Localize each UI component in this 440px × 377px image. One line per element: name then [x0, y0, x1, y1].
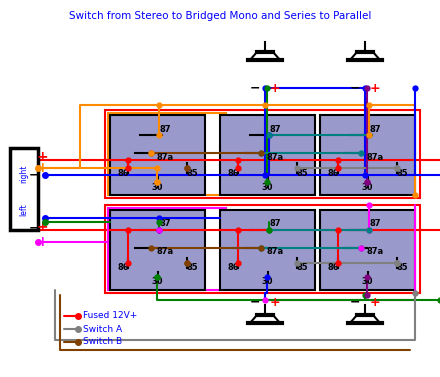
Text: −: − [250, 296, 260, 308]
Text: +: + [270, 296, 280, 308]
Bar [108, 113, 226, 195]
Bar [320, 115, 415, 195]
Text: Switch B: Switch B [83, 337, 122, 346]
Text: +: + [370, 81, 380, 95]
Text: 86: 86 [227, 264, 239, 273]
Bar [110, 210, 205, 290]
Text: 85: 85 [396, 169, 408, 178]
Text: −: − [29, 169, 39, 181]
Text: 85: 85 [186, 169, 198, 178]
Text: Switch from Stereo to Bridged Mono and Series to Parallel: Switch from Stereo to Bridged Mono and S… [69, 11, 371, 21]
Text: 87a: 87a [157, 153, 174, 161]
Text: +: + [36, 220, 48, 234]
Bar [108, 208, 226, 290]
Text: 85: 85 [296, 169, 308, 178]
Text: 87a: 87a [267, 153, 284, 161]
Bar [105, 205, 420, 293]
Text: Switch A: Switch A [83, 325, 122, 334]
Text: 85: 85 [296, 264, 308, 273]
Text: 86: 86 [117, 264, 129, 273]
Text: +: + [36, 161, 48, 175]
Text: 30: 30 [262, 277, 273, 287]
Text: Fused 12V+: Fused 12V+ [83, 311, 137, 320]
Text: 86: 86 [327, 264, 339, 273]
Text: 87a: 87a [157, 247, 174, 256]
Text: 85: 85 [396, 264, 408, 273]
Text: 87a: 87a [367, 153, 384, 161]
Text: 87: 87 [270, 124, 281, 133]
Text: −: − [29, 224, 39, 236]
Text: +: + [36, 235, 48, 249]
Text: 30: 30 [362, 182, 373, 192]
Bar [220, 210, 315, 290]
Text: 86: 86 [227, 169, 239, 178]
Text: 30: 30 [152, 277, 163, 287]
Text: 86: 86 [117, 169, 129, 178]
Text: 87: 87 [160, 219, 171, 228]
Bar [10, 148, 38, 230]
Text: 87: 87 [370, 124, 381, 133]
Bar [220, 115, 315, 195]
Text: 87a: 87a [267, 247, 284, 256]
Text: right: right [19, 165, 29, 184]
Bar [110, 115, 205, 195]
Text: −: − [29, 222, 39, 234]
Text: −: − [350, 296, 360, 308]
Text: 87: 87 [270, 219, 281, 228]
Text: 30: 30 [262, 182, 273, 192]
Text: 87: 87 [160, 124, 171, 133]
Bar [320, 210, 415, 290]
Text: +: + [270, 81, 280, 95]
Text: +: + [36, 150, 48, 164]
Bar [105, 110, 420, 198]
Text: −: − [250, 81, 260, 95]
Text: 30: 30 [362, 277, 373, 287]
Text: 30: 30 [152, 182, 163, 192]
Text: 86: 86 [327, 169, 339, 178]
Text: 85: 85 [186, 264, 198, 273]
Text: +: + [370, 296, 380, 308]
Text: 87a: 87a [367, 247, 384, 256]
Text: left: left [19, 203, 29, 216]
Text: −: − [350, 81, 360, 95]
Text: 87: 87 [370, 219, 381, 228]
